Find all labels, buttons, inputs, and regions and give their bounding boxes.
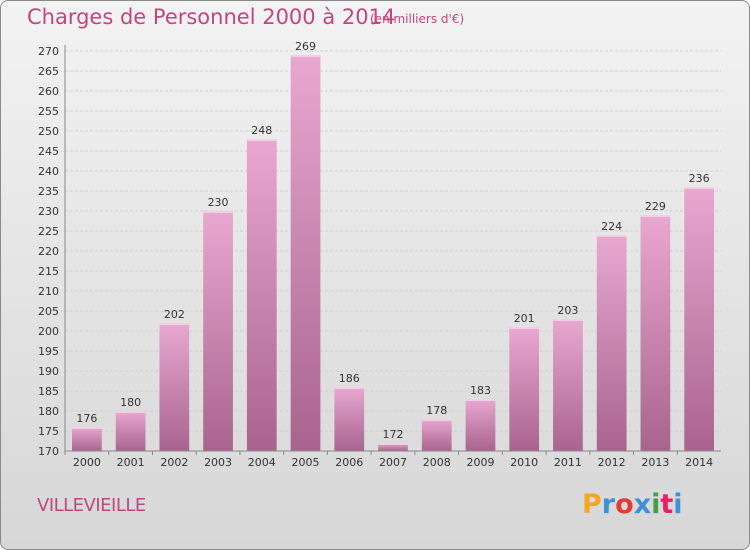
x-tick-label: 2014 [685,456,713,469]
y-tick-label: 175 [38,425,59,438]
x-tick-label: 2009 [466,456,494,469]
y-tick-label: 255 [38,105,59,118]
data-label-2013: 229 [645,200,666,213]
bar-2000 [71,427,102,451]
commune-name: VILLEVIEILLE [37,495,146,516]
x-tick-label: 2000 [73,456,101,469]
x-tick-label: 2004 [248,456,276,469]
bar-top-highlight [596,235,627,237]
y-tick-label: 240 [38,165,59,178]
y-axis-ticks: 170 175 180 185 190 195 200 205 210 215 220 225 230 2… [38,45,59,458]
data-label-2010: 201 [514,312,535,325]
data-label-2000: 176 [76,412,97,425]
y-tick-label: 220 [38,245,59,258]
bar-top-highlight [203,211,233,213]
y-tick-label: 235 [38,185,59,198]
chart-title: Charges de Personnel 2000 à 2014 [27,5,396,29]
bar-top-highlight [115,411,146,413]
y-tick-label: 270 [38,45,59,58]
x-tick-label: 2012 [598,456,626,469]
axes [64,45,721,452]
bar-top-highlight [640,215,671,217]
y-tick-label: 260 [38,85,59,98]
y-tick-label: 185 [38,385,59,398]
y-tick-label: 230 [38,205,59,218]
data-label-2008: 178 [426,404,447,417]
y-tick-label: 245 [38,145,59,158]
logo-letter: t [660,489,674,520]
bar-2007 [378,443,408,451]
data-label-2003: 230 [208,196,229,209]
bar-top-highlight [71,427,102,429]
logo-letter: r [601,489,616,520]
bar-top-highlight [421,419,452,421]
logo-letter: i [673,489,683,520]
x-tick-label: 2013 [641,456,669,469]
bar-top-highlight [509,327,540,329]
bar-top-highlight [246,139,277,141]
bar-2005 [290,55,321,451]
y-tick-label: 265 [38,65,59,78]
data-label-2014: 236 [689,172,710,185]
bar-2004 [246,139,277,451]
bar-top-highlight [465,399,496,401]
bar-2014 [684,187,715,451]
logo-letter: x [633,489,652,520]
y-tick-label: 200 [38,325,59,338]
x-tick-label: 2002 [160,456,188,469]
bar-top-highlight [684,187,715,189]
bar-2010 [509,327,540,451]
x-axis-ticks: 2000 2001 2002 2003 2004 2005 2006 2007 2008 2009… [64,451,713,469]
data-label-2006: 186 [339,372,360,385]
bar-2012 [596,235,627,451]
x-tick-label: 2006 [335,456,363,469]
logo-letter: o [615,489,634,520]
data-label-2009: 183 [470,384,491,397]
bar-2006 [334,387,365,451]
x-tick-label: 2011 [554,456,582,469]
y-tick-label: 195 [38,345,59,358]
data-label-2011: 203 [557,304,578,317]
bar-2009 [465,399,496,451]
bars [71,55,715,451]
bar-top-highlight [334,387,365,389]
y-tick-label: 215 [38,265,59,278]
y-tick-label: 210 [38,285,59,298]
y-tick-label: 190 [38,365,59,378]
data-label-2001: 180 [120,396,141,409]
logo-letter: i [651,489,661,520]
bar-top-highlight [159,323,190,325]
data-label-2007: 172 [383,428,404,441]
y-tick-label: 180 [38,405,59,418]
logo-letter: P [582,489,602,520]
data-label-2002: 202 [164,308,185,321]
data-labels: 176 180 202 230 248 269 186 172 178 183 201 203 224 2… [76,40,709,441]
bar-2008 [421,419,452,451]
x-tick-label: 2010 [510,456,538,469]
bar-2011 [553,319,583,451]
x-tick-label: 2001 [117,456,145,469]
bar-2002 [159,323,190,451]
data-label-2005: 269 [295,40,316,53]
x-tick-label: 2005 [292,456,320,469]
proxiti-logo[interactable]: Proxiti [582,489,683,520]
x-tick-label: 2003 [204,456,232,469]
bar-top-highlight [378,443,408,445]
bar-2003 [203,211,233,451]
bar-top-highlight [290,55,321,57]
chart-subtitle: (en milliers d'€) [370,12,465,26]
bar-top-highlight [553,319,583,321]
x-tick-label: 2007 [379,456,407,469]
y-tick-label: 205 [38,305,59,318]
data-label-2004: 248 [251,124,272,137]
bar-2001 [115,411,146,451]
x-tick-label: 2008 [423,456,451,469]
data-label-2012: 224 [601,220,622,233]
bar-2013 [640,215,671,451]
y-tick-label: 225 [38,225,59,238]
y-tick-label: 250 [38,125,59,138]
y-tick-label: 170 [38,445,59,458]
